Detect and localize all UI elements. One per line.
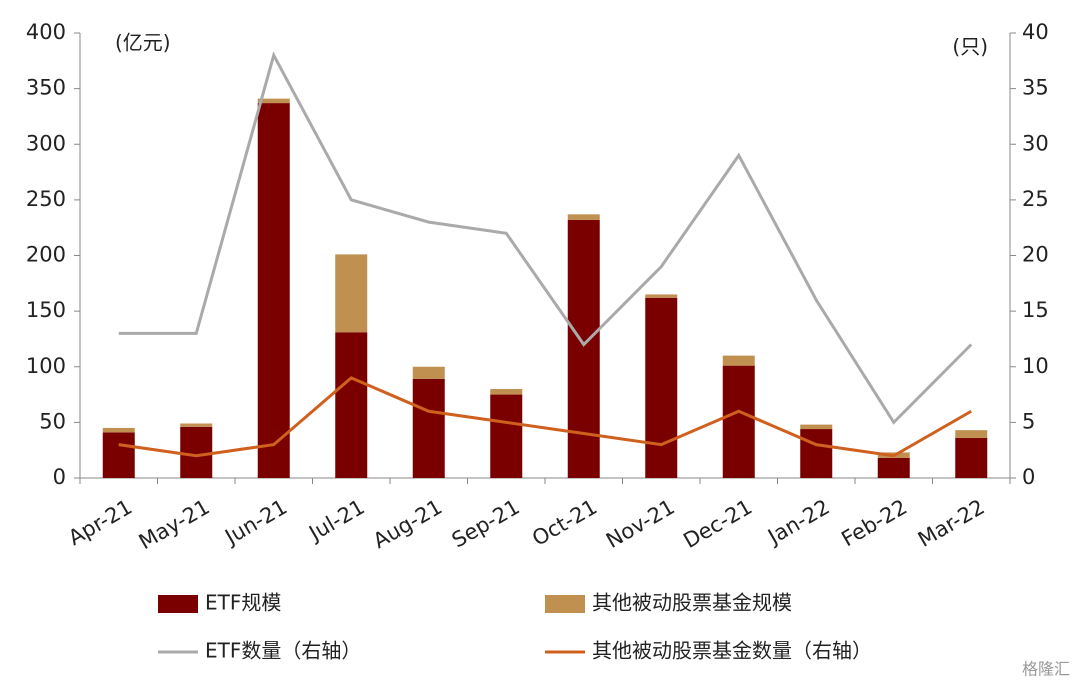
x-tick-label: Jan-22 — [762, 495, 833, 550]
x-tick-label: Mar-22 — [914, 495, 989, 552]
bar — [102, 432, 135, 478]
legend-label: 其他被动股票基金数量（右轴） — [592, 639, 872, 663]
y-tick-label: 0 — [53, 465, 66, 489]
y-tick-label: 50 — [39, 409, 66, 433]
bar — [955, 437, 988, 478]
bar — [722, 365, 755, 478]
bar — [102, 427, 135, 433]
bar — [645, 297, 678, 478]
legend-swatch — [545, 595, 585, 613]
x-tick-label: Jun-21 — [219, 495, 291, 550]
y2-tick-label: 15 — [1022, 298, 1049, 322]
x-tick-label: Dec-21 — [679, 495, 756, 553]
bar — [335, 254, 368, 333]
bar — [800, 429, 833, 478]
x-tick-label: Oct-21 — [528, 495, 601, 551]
bar — [490, 389, 523, 395]
y-tick-label: 100 — [26, 354, 66, 378]
bar — [412, 378, 445, 478]
y2-tick-label: 30 — [1022, 131, 1049, 155]
bar — [645, 294, 678, 298]
y2-tick-label: 0 — [1022, 465, 1035, 489]
y2-tick-label: 25 — [1022, 187, 1049, 211]
watermark: 格隆汇 — [1022, 660, 1070, 679]
legend-label: 其他被动股票基金规模 — [592, 591, 792, 615]
y-tick-label: 350 — [26, 76, 66, 100]
line — [118, 376, 972, 458]
x-tick-label: Nov-21 — [602, 495, 679, 553]
y2-tick-label: 20 — [1022, 243, 1049, 267]
y2-tick-label: 10 — [1022, 354, 1049, 378]
y-tick-label: 400 — [26, 20, 66, 44]
legend-swatch — [158, 595, 198, 613]
y2-tick-label: 40 — [1022, 20, 1049, 44]
bar — [412, 366, 445, 379]
bar — [567, 214, 600, 220]
y-tick-label: 250 — [26, 187, 66, 211]
legend-label: ETF规模 — [205, 591, 281, 615]
bar — [180, 423, 213, 427]
x-tick-label: Sep-21 — [448, 495, 524, 553]
bar — [335, 332, 368, 478]
y2-tick-label: 5 — [1022, 409, 1035, 433]
y2-axis-label: (只) — [952, 35, 988, 59]
bar — [567, 219, 600, 478]
x-tick-label: Apr-21 — [64, 495, 136, 550]
y2-tick-label: 35 — [1022, 76, 1049, 100]
bar — [257, 103, 290, 479]
y-axis-label: (亿元) — [115, 31, 171, 55]
bar — [877, 457, 910, 478]
x-tick-label: May-21 — [135, 495, 214, 554]
x-tick-label: Feb-22 — [837, 495, 911, 552]
bar — [180, 426, 213, 478]
legend-label: ETF数量（右轴） — [205, 639, 361, 663]
bar — [800, 424, 833, 430]
bar — [490, 394, 523, 478]
line — [118, 51, 973, 425]
y-tick-label: 200 — [26, 243, 66, 267]
y-tick-label: 300 — [26, 131, 66, 155]
bar — [257, 98, 290, 104]
x-tick-label: Aug-21 — [369, 495, 446, 553]
y-tick-label: 150 — [26, 298, 66, 322]
bar — [955, 430, 988, 438]
x-tick-label: Jul-21 — [303, 495, 368, 547]
bar — [722, 355, 755, 366]
